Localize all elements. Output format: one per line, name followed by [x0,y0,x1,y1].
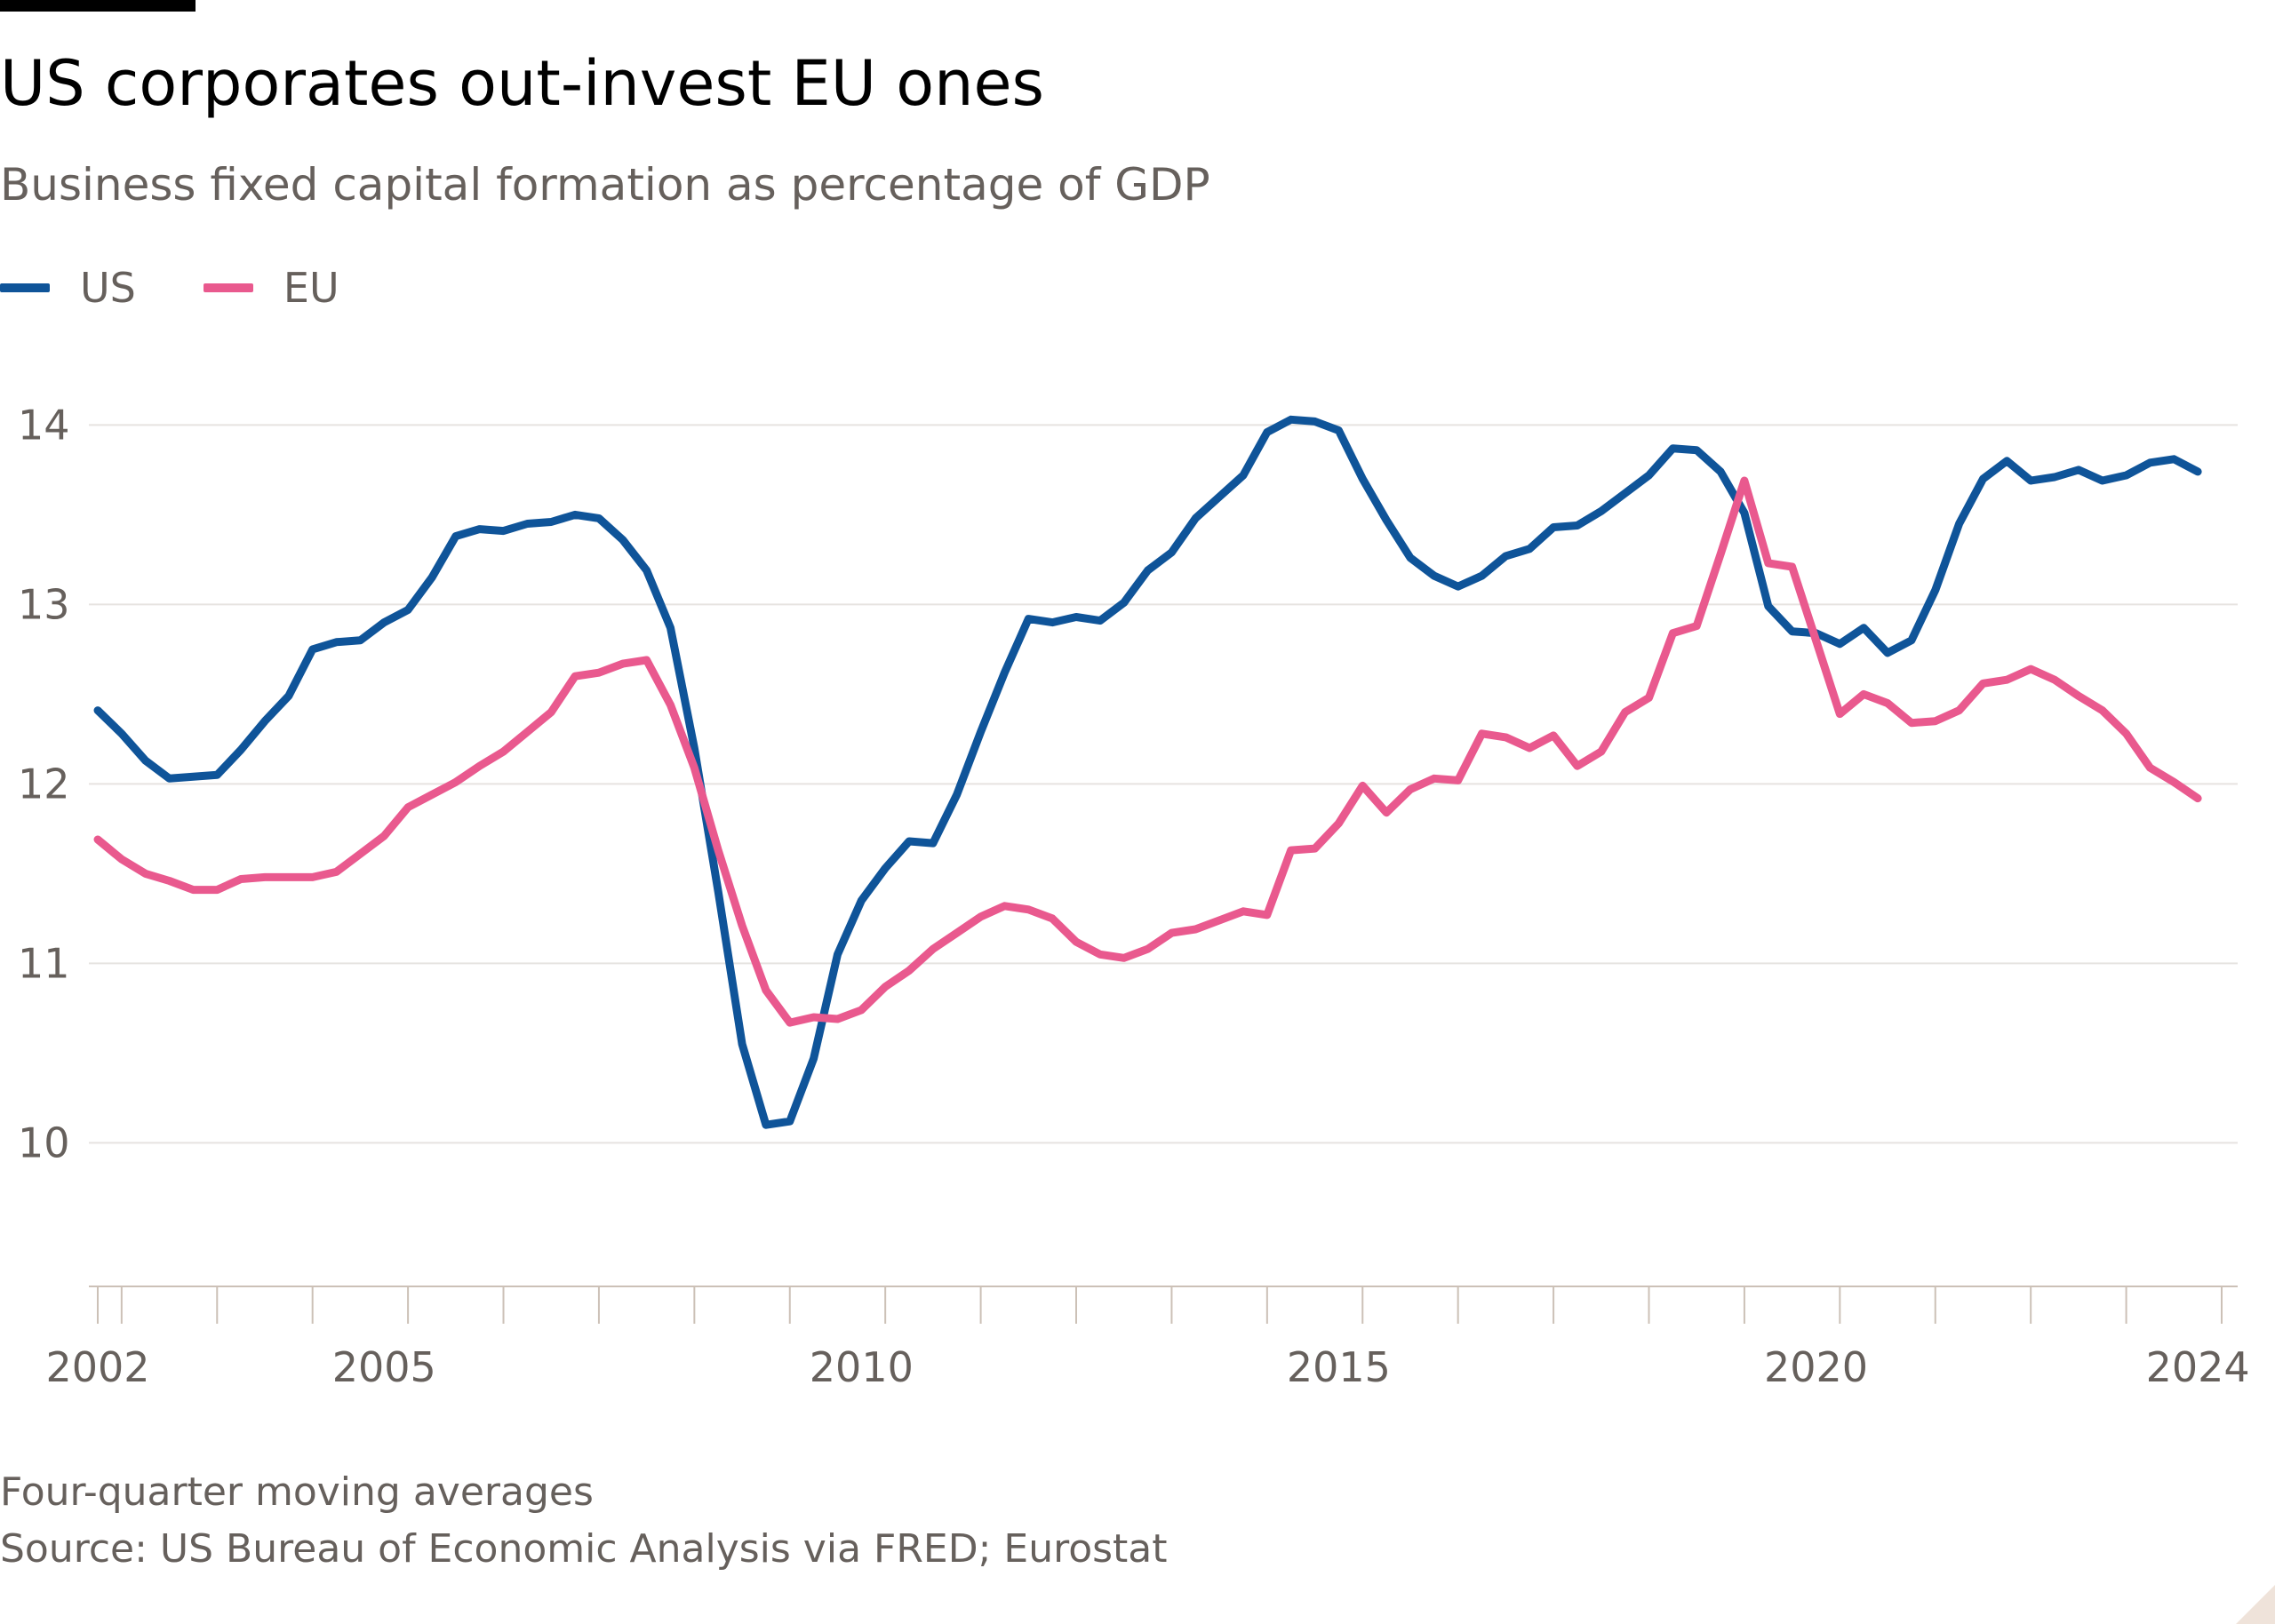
y-tick-label-12: 12 [18,760,70,808]
legend-swatch-eu [203,283,253,292]
gridlines [89,424,2238,1144]
x-tick-label-2015: 2015 [1287,1343,1391,1391]
x-axis-labels: 2002 2005 2010 2015 2020 2024 [45,1343,2249,1391]
y-tick-label-14: 14 [18,401,70,449]
chart-subtitle: Business fixed capital formation as perc… [0,159,1210,211]
x-axis [89,1286,2238,1324]
legend-swatch-us [0,283,50,292]
y-tick-label-11: 11 [18,939,70,987]
legend-item-eu: EU [203,259,339,316]
x-tick-label-2024: 2024 [2146,1343,2250,1391]
y-tick-label-10: 10 [18,1118,70,1166]
x-tick-label-2002: 2002 [45,1343,149,1391]
brand-bar [0,0,196,12]
footnote: Four-quarter moving averages [0,1469,594,1515]
source-note: Source: US Bureau of Economic Analysis v… [0,1526,1168,1572]
legend-label-us: US [80,264,136,312]
series-line-us [93,415,2202,1129]
x-tick-label-2005: 2005 [332,1343,436,1391]
chart-title: US corporates out-invest EU ones [0,47,1044,120]
legend-item-us: US [0,259,136,316]
corner-fold [2236,1585,2275,1624]
legend: US EU [0,259,407,316]
series-lines [93,415,2202,1129]
y-tick-label-13: 13 [18,580,70,628]
legend-label-eu: EU [283,264,339,312]
x-tick-label-2020: 2020 [1764,1343,1868,1391]
line-chart: 10 11 12 13 14 2002 2005 2010 2015 2020 2024 [18,401,2250,1391]
x-tick-label-2010: 2010 [810,1343,914,1391]
series-line-eu [93,476,2202,1027]
y-axis-labels: 10 11 12 13 14 [18,401,70,1166]
